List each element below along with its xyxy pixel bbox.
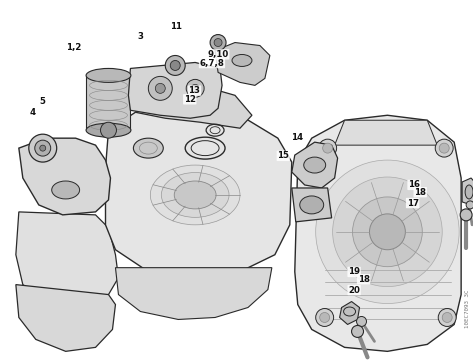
Circle shape — [148, 76, 172, 100]
Polygon shape — [16, 212, 118, 305]
Text: 3: 3 — [137, 32, 143, 41]
Text: 20: 20 — [348, 286, 360, 294]
Text: 11: 11 — [170, 22, 182, 31]
Circle shape — [100, 122, 117, 138]
Text: 6,7,8: 6,7,8 — [200, 59, 224, 68]
Circle shape — [165, 55, 185, 75]
Text: 9,10: 9,10 — [208, 50, 229, 59]
Ellipse shape — [133, 138, 163, 158]
Text: 18: 18 — [357, 275, 370, 284]
Circle shape — [435, 139, 453, 157]
Circle shape — [352, 325, 364, 337]
Polygon shape — [292, 188, 332, 222]
Circle shape — [40, 145, 46, 151]
Circle shape — [210, 35, 226, 51]
Text: 1,2: 1,2 — [66, 43, 82, 52]
Text: 14: 14 — [292, 133, 303, 142]
Circle shape — [323, 143, 333, 153]
Ellipse shape — [300, 196, 324, 214]
Circle shape — [370, 214, 405, 250]
Text: 4: 4 — [30, 108, 36, 117]
Ellipse shape — [52, 181, 80, 199]
Circle shape — [439, 143, 449, 153]
Polygon shape — [16, 285, 116, 351]
Polygon shape — [116, 268, 272, 320]
Circle shape — [466, 201, 474, 209]
Polygon shape — [106, 108, 292, 278]
Circle shape — [155, 83, 165, 93]
Text: 12: 12 — [184, 95, 196, 104]
Polygon shape — [215, 43, 270, 86]
Circle shape — [170, 60, 180, 70]
Text: 17: 17 — [407, 198, 419, 207]
Circle shape — [442, 313, 452, 323]
Ellipse shape — [86, 123, 131, 137]
Text: 10EC7093 3C: 10EC7093 3C — [465, 290, 470, 328]
Circle shape — [29, 134, 57, 162]
Polygon shape — [86, 75, 130, 130]
Circle shape — [319, 313, 329, 323]
Circle shape — [460, 209, 472, 221]
Text: 16: 16 — [408, 181, 420, 189]
Text: 15: 15 — [277, 151, 289, 161]
Polygon shape — [292, 142, 337, 188]
Circle shape — [316, 309, 334, 327]
Polygon shape — [295, 115, 461, 351]
Ellipse shape — [86, 68, 131, 82]
Circle shape — [316, 160, 459, 304]
Circle shape — [353, 197, 422, 267]
Polygon shape — [136, 86, 252, 128]
Text: 13: 13 — [189, 86, 201, 95]
Circle shape — [438, 309, 456, 327]
Polygon shape — [128, 63, 222, 118]
Text: 19: 19 — [348, 268, 360, 276]
Circle shape — [35, 140, 51, 156]
Ellipse shape — [465, 185, 473, 199]
Circle shape — [356, 316, 366, 327]
Circle shape — [333, 177, 442, 286]
Polygon shape — [339, 301, 360, 324]
Ellipse shape — [304, 157, 326, 173]
Circle shape — [319, 139, 337, 157]
Polygon shape — [19, 138, 110, 215]
Text: 18: 18 — [414, 188, 426, 197]
Ellipse shape — [232, 55, 252, 67]
Polygon shape — [335, 120, 437, 145]
Circle shape — [214, 39, 222, 47]
Circle shape — [186, 79, 204, 97]
Ellipse shape — [150, 165, 240, 225]
Ellipse shape — [161, 173, 229, 217]
Text: 5: 5 — [39, 97, 46, 106]
Circle shape — [191, 84, 199, 92]
Ellipse shape — [174, 181, 216, 209]
Polygon shape — [462, 178, 474, 205]
